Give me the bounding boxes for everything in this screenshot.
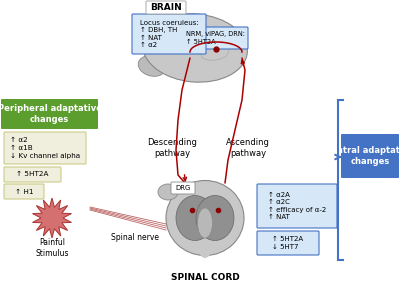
- Text: Painful
Stimulus: Painful Stimulus: [35, 238, 69, 258]
- Text: ↑ H1: ↑ H1: [15, 188, 33, 194]
- FancyBboxPatch shape: [257, 184, 337, 228]
- Ellipse shape: [176, 195, 214, 240]
- Ellipse shape: [199, 242, 211, 258]
- FancyBboxPatch shape: [1, 99, 98, 129]
- FancyBboxPatch shape: [184, 27, 248, 49]
- Ellipse shape: [158, 184, 178, 200]
- Text: BRAIN: BRAIN: [150, 3, 182, 12]
- Text: DRG: DRG: [175, 185, 191, 191]
- Text: ↑ α2A
↑ α2C
↑ efficacy of α-2
↑ NAT: ↑ α2A ↑ α2C ↑ efficacy of α-2 ↑ NAT: [268, 192, 326, 220]
- FancyBboxPatch shape: [4, 167, 61, 182]
- Text: Locus coeruleus:
↑ DBH, TH
↑ NAT
↑ α2: Locus coeruleus: ↑ DBH, TH ↑ NAT ↑ α2: [140, 20, 198, 48]
- Ellipse shape: [198, 208, 212, 238]
- FancyBboxPatch shape: [257, 231, 319, 255]
- FancyBboxPatch shape: [341, 134, 399, 178]
- Ellipse shape: [138, 56, 166, 76]
- Text: Spinal nerve: Spinal nerve: [111, 234, 159, 242]
- Text: Peripheral adaptative
changes: Peripheral adaptative changes: [0, 104, 102, 124]
- Ellipse shape: [196, 195, 234, 240]
- FancyBboxPatch shape: [171, 182, 195, 194]
- Text: Ascending
pathway: Ascending pathway: [226, 138, 270, 158]
- FancyBboxPatch shape: [4, 184, 44, 199]
- FancyBboxPatch shape: [132, 14, 206, 54]
- FancyBboxPatch shape: [146, 1, 186, 14]
- Text: ↑ 5HT2A
↓ 5HT7: ↑ 5HT2A ↓ 5HT7: [272, 236, 304, 250]
- Ellipse shape: [143, 14, 247, 82]
- Polygon shape: [32, 198, 72, 238]
- Ellipse shape: [166, 181, 244, 255]
- Text: NRM, vlPAG, DRN:
↑ 5HT2A: NRM, vlPAG, DRN: ↑ 5HT2A: [186, 31, 246, 45]
- Text: Descending
pathway: Descending pathway: [147, 138, 197, 158]
- Text: Central adaptative
changes: Central adaptative changes: [326, 146, 400, 166]
- Text: ↑ α2
↑ α1B
↓ Kv channel alpha: ↑ α2 ↑ α1B ↓ Kv channel alpha: [10, 138, 80, 159]
- Text: ↑ 5HT2A: ↑ 5HT2A: [16, 171, 49, 177]
- Text: SPINAL CORD: SPINAL CORD: [171, 273, 239, 281]
- FancyBboxPatch shape: [4, 132, 86, 164]
